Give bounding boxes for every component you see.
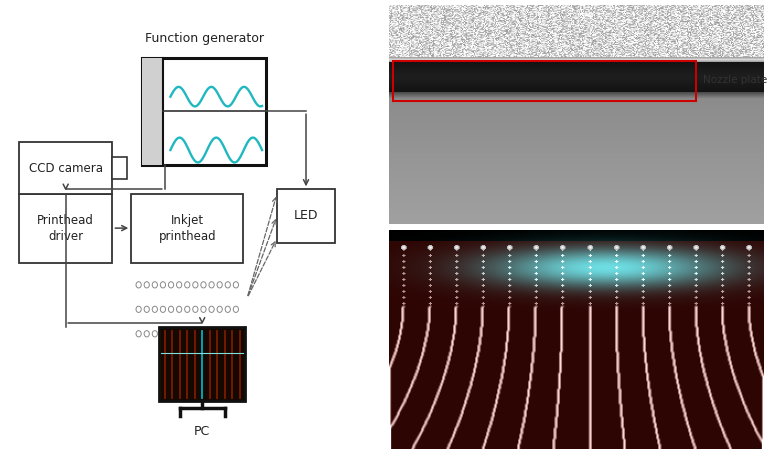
FancyBboxPatch shape — [159, 327, 245, 400]
Text: LED: LED — [294, 209, 318, 222]
Text: Inkjet
printhead: Inkjet printhead — [159, 214, 216, 242]
Text: Function generator: Function generator — [145, 32, 264, 44]
FancyBboxPatch shape — [277, 189, 335, 242]
FancyBboxPatch shape — [143, 58, 266, 165]
FancyBboxPatch shape — [131, 193, 244, 262]
Text: Nozzle plate: Nozzle plate — [703, 75, 768, 85]
Text: Printhead
driver: Printhead driver — [37, 214, 94, 242]
FancyBboxPatch shape — [113, 157, 126, 179]
FancyBboxPatch shape — [143, 58, 163, 165]
Bar — [393, 60, 696, 101]
Text: PC: PC — [194, 425, 210, 438]
FancyBboxPatch shape — [19, 143, 113, 193]
FancyBboxPatch shape — [19, 193, 113, 262]
Text: CCD camera: CCD camera — [29, 162, 103, 174]
